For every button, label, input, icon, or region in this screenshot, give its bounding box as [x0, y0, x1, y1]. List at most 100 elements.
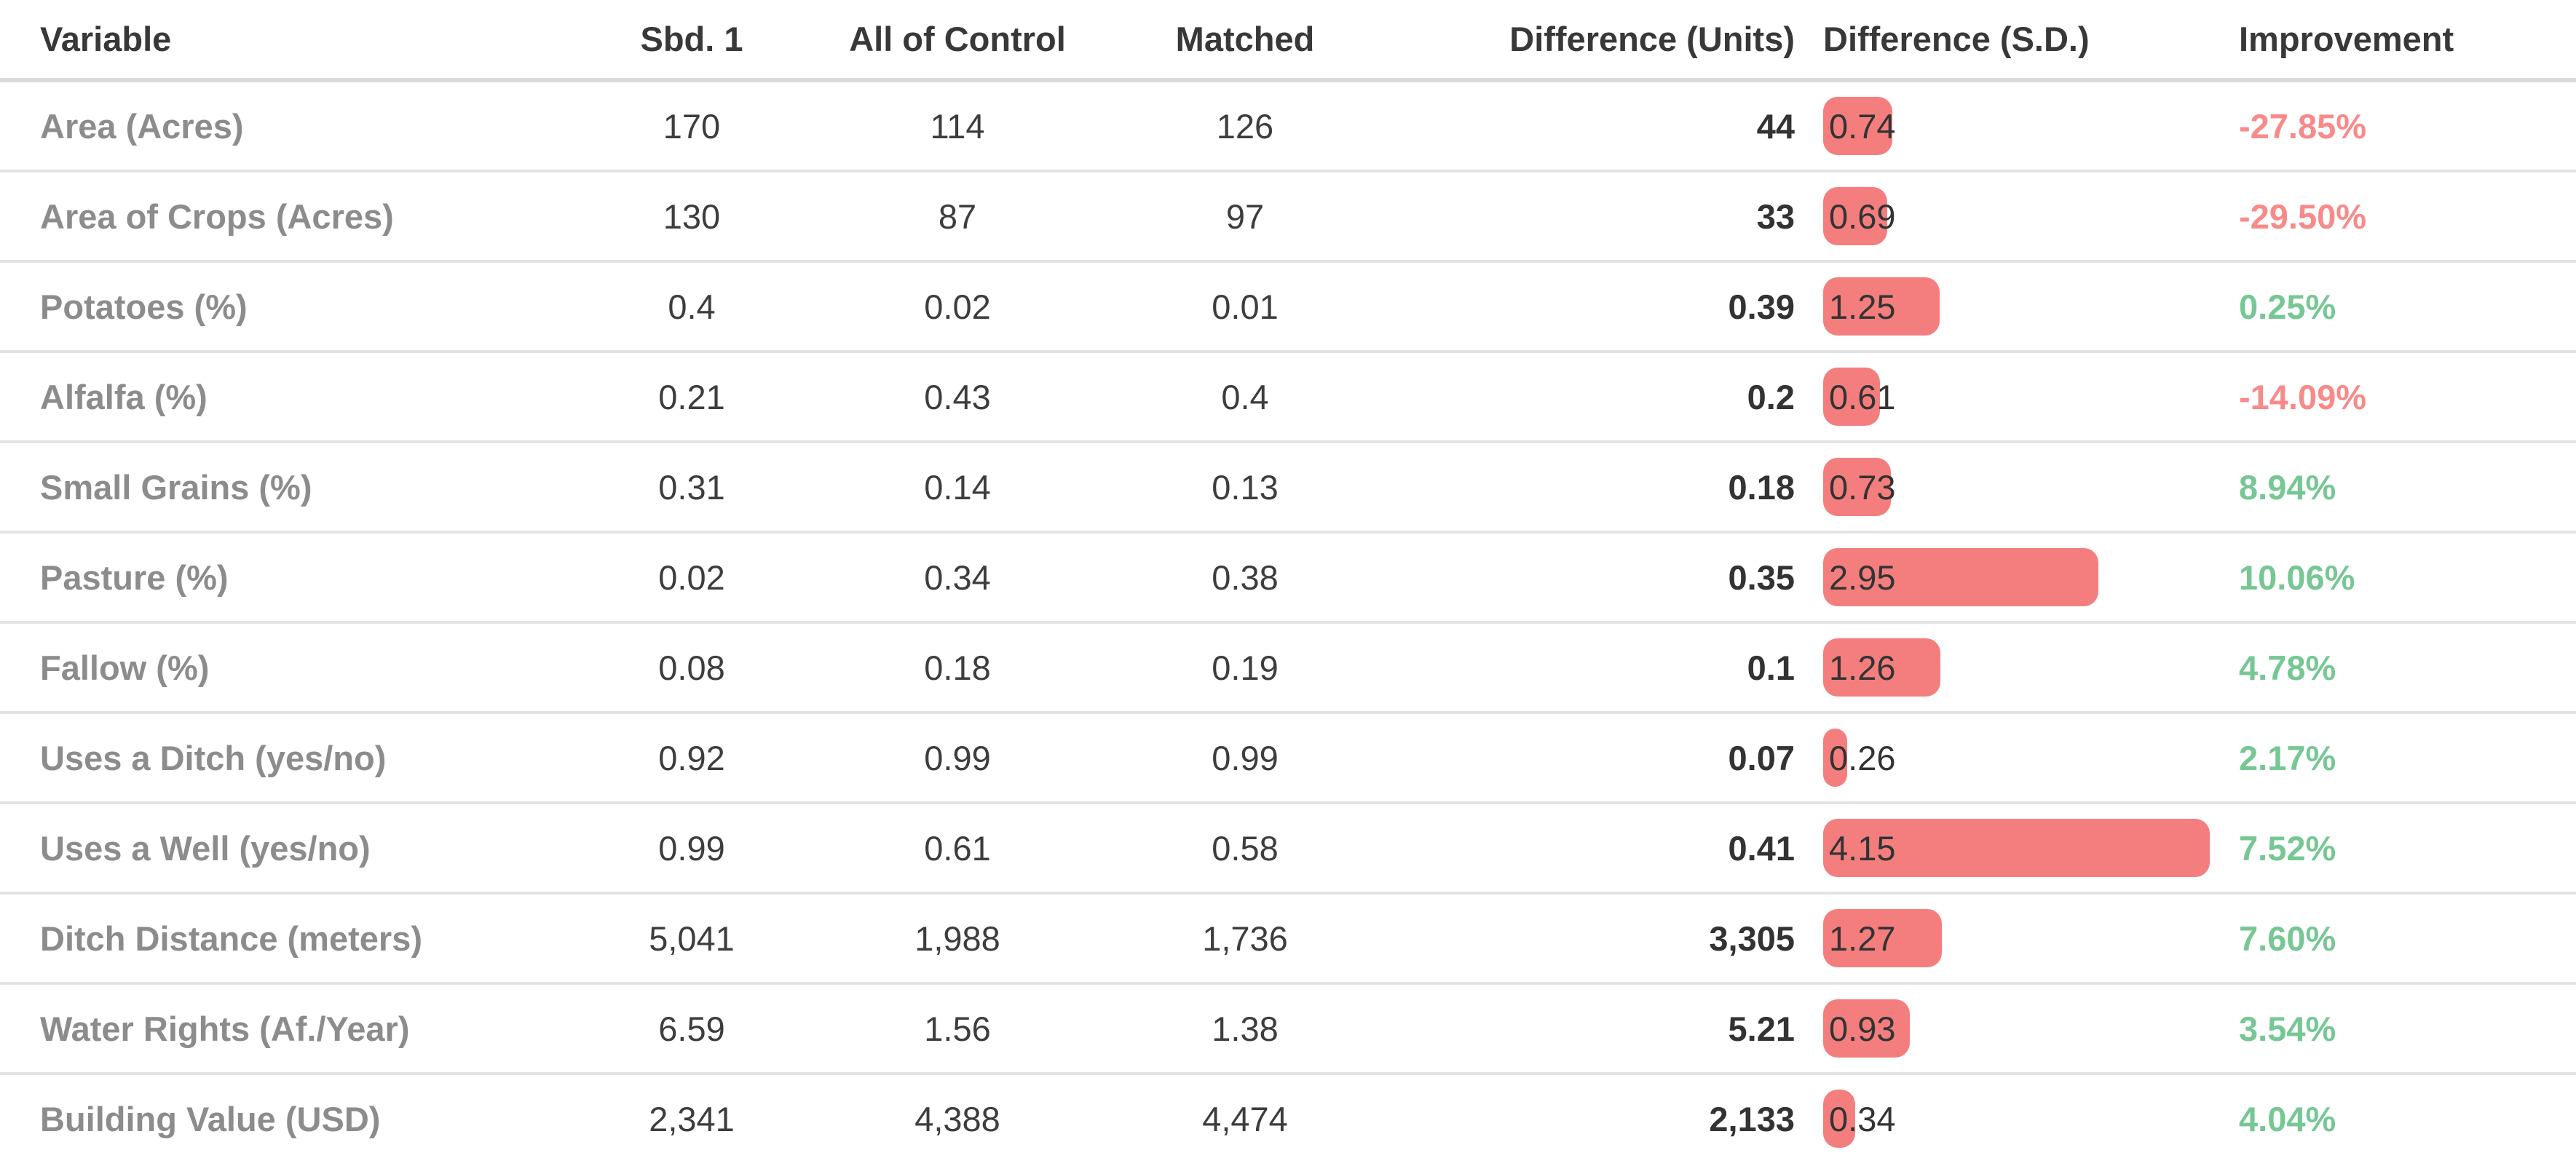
sd-bar-wrap: 0.26	[1823, 714, 2213, 801]
matched-value: 1,736	[1202, 919, 1288, 958]
all-of-control-value: 0.61	[924, 828, 991, 868]
difference-sd-cell: 0.61	[1795, 353, 2213, 440]
matched-value: 126	[1216, 106, 1274, 146]
sbd1-value: 2,341	[649, 1099, 735, 1138]
table-row: Fallow (%) 0.08 0.18 0.19 0.1 1.26 4.78%	[0, 624, 2576, 714]
matched-value: 0.99	[1212, 738, 1279, 777]
table-row: Potatoes (%) 0.4 0.02 0.01 0.39 1.25 0.25%	[0, 263, 2576, 353]
difference-sd-value: 0.73	[1829, 467, 1896, 507]
column-header-sbd1: Sbd. 1	[640, 20, 743, 58]
sd-magnitude-bar	[1823, 97, 1892, 155]
variable-label: Water Rights (Af./Year)	[40, 1009, 410, 1048]
table-row: Ditch Distance (meters) 5,041 1,988 1,736 3,…	[0, 895, 2576, 985]
improvement-value: -27.85%	[2239, 106, 2367, 146]
table-row: Uses a Ditch (yes/no) 0.92 0.99 0.99 0.07 0.2…	[0, 714, 2576, 804]
difference-sd-cell: 4.15	[1795, 804, 2213, 892]
variable-label: Fallow (%)	[40, 648, 210, 687]
column-header-variable: Variable	[40, 20, 172, 58]
table-row: Uses a Well (yes/no) 0.99 0.61 0.58 0.41 4.15…	[0, 804, 2576, 895]
difference-units-value: 33	[1756, 197, 1795, 236]
sd-bar-wrap: 0.74	[1823, 82, 2213, 170]
difference-units-value: 0.41	[1728, 828, 1795, 868]
difference-sd-value: 0.69	[1829, 197, 1896, 236]
sd-bar-wrap: 1.25	[1823, 263, 2213, 350]
table-row: Water Rights (Af./Year) 6.59 1.56 1.38 5.21 0…	[0, 985, 2576, 1075]
column-header-control: All of Control	[849, 20, 1066, 58]
difference-units-value: 0.2	[1747, 377, 1795, 416]
sd-magnitude-bar	[1823, 909, 1942, 967]
variable-label: Uses a Ditch (yes/no)	[40, 738, 387, 777]
sbd1-value: 0.31	[658, 467, 725, 507]
improvement-value: 4.78%	[2239, 648, 2336, 687]
sd-bar-wrap: 0.93	[1823, 985, 2213, 1072]
variable-label: Pasture (%)	[40, 558, 229, 597]
sbd1-value: 170	[663, 106, 721, 146]
sbd1-value: 130	[663, 197, 721, 236]
improvement-value: 3.54%	[2239, 1009, 2336, 1048]
sd-magnitude-bar	[1823, 729, 1847, 787]
sbd1-value: 0.99	[658, 828, 725, 868]
all-of-control-value: 1.56	[924, 1009, 991, 1048]
matched-value: 97	[1225, 197, 1265, 236]
difference-sd-cell: 0.73	[1795, 443, 2213, 531]
sd-magnitude-bar	[1823, 187, 1887, 245]
sd-magnitude-bar	[1823, 368, 1880, 426]
improvement-value: 8.94%	[2239, 467, 2336, 507]
matched-value: 0.19	[1212, 648, 1279, 687]
table-body: Area (Acres) 170 114 126 44 0.74 -27.85% Area o…	[0, 82, 2576, 1162]
difference-sd-value: 0.34	[1829, 1099, 1896, 1138]
difference-sd-value: 0.26	[1829, 738, 1896, 777]
sd-bar-wrap: 0.73	[1823, 443, 2213, 531]
sbd1-value: 0.4	[668, 287, 716, 326]
matched-value: 0.38	[1212, 558, 1279, 597]
sbd1-value: 0.02	[658, 558, 725, 597]
improvement-value: -14.09%	[2239, 377, 2367, 416]
sd-magnitude-bar	[1823, 548, 2098, 606]
table-row: Area of Crops (Acres) 130 87 97 33 0.69 -29.50…	[0, 172, 2576, 263]
all-of-control-value: 87	[938, 197, 977, 236]
sd-magnitude-bar	[1823, 638, 1940, 697]
variable-label: Building Value (USD)	[40, 1099, 381, 1138]
difference-sd-cell: 0.26	[1795, 714, 2213, 801]
all-of-control-value: 0.02	[924, 287, 991, 326]
difference-units-value: 3,305	[1709, 919, 1795, 958]
difference-sd-value: 0.74	[1829, 106, 1896, 146]
variable-label: Area of Crops (Acres)	[40, 197, 394, 236]
variable-label: Area (Acres)	[40, 106, 244, 146]
all-of-control-value: 0.43	[924, 377, 991, 416]
table-row: Alfalfa (%) 0.21 0.43 0.4 0.2 0.61 -14.09%	[0, 353, 2576, 443]
difference-sd-value: 1.26	[1829, 648, 1896, 687]
column-header-diff_sd: Difference (S.D.)	[1823, 20, 2090, 58]
difference-sd-cell: 0.34	[1795, 1075, 2213, 1162]
sd-magnitude-bar	[1823, 819, 2210, 877]
matched-value: 0.13	[1212, 467, 1279, 507]
sd-magnitude-bar	[1823, 277, 1940, 336]
difference-sd-cell: 1.25	[1795, 263, 2213, 350]
table-row: Small Grains (%) 0.31 0.14 0.13 0.18 0.73 8.94…	[0, 443, 2576, 534]
difference-sd-value: 0.61	[1829, 377, 1896, 416]
sd-magnitude-bar	[1823, 999, 1910, 1058]
all-of-control-value: 0.34	[924, 558, 991, 597]
improvement-value: 4.04%	[2239, 1099, 2336, 1138]
difference-sd-value: 1.27	[1829, 919, 1896, 958]
all-of-control-value: 114	[930, 106, 985, 146]
sd-bar-wrap: 1.27	[1823, 895, 2213, 982]
difference-sd-value: 0.93	[1829, 1009, 1896, 1048]
sd-magnitude-bar	[1823, 458, 1891, 516]
difference-sd-cell: 0.93	[1795, 985, 2213, 1072]
variable-label: Uses a Well (yes/no)	[40, 828, 371, 868]
all-of-control-value: 0.18	[924, 648, 991, 687]
sd-bar-wrap: 4.15	[1823, 804, 2213, 892]
variable-label: Ditch Distance (meters)	[40, 919, 422, 958]
difference-units-value: 0.07	[1728, 738, 1795, 777]
difference-units-value: 0.1	[1747, 648, 1795, 687]
all-of-control-value: 0.99	[924, 738, 991, 777]
all-of-control-value: 4,388	[914, 1099, 1000, 1138]
variable-label: Potatoes (%)	[40, 287, 248, 326]
table-row: Building Value (USD) 2,341 4,388 4,474 2,133…	[0, 1075, 2576, 1162]
improvement-value: 10.06%	[2239, 558, 2355, 597]
table-row: Pasture (%) 0.02 0.34 0.38 0.35 2.95 10.06%	[0, 534, 2576, 624]
matched-value: 0.58	[1212, 828, 1279, 868]
difference-sd-cell: 1.27	[1795, 895, 2213, 982]
sbd1-value: 6.59	[658, 1009, 725, 1048]
